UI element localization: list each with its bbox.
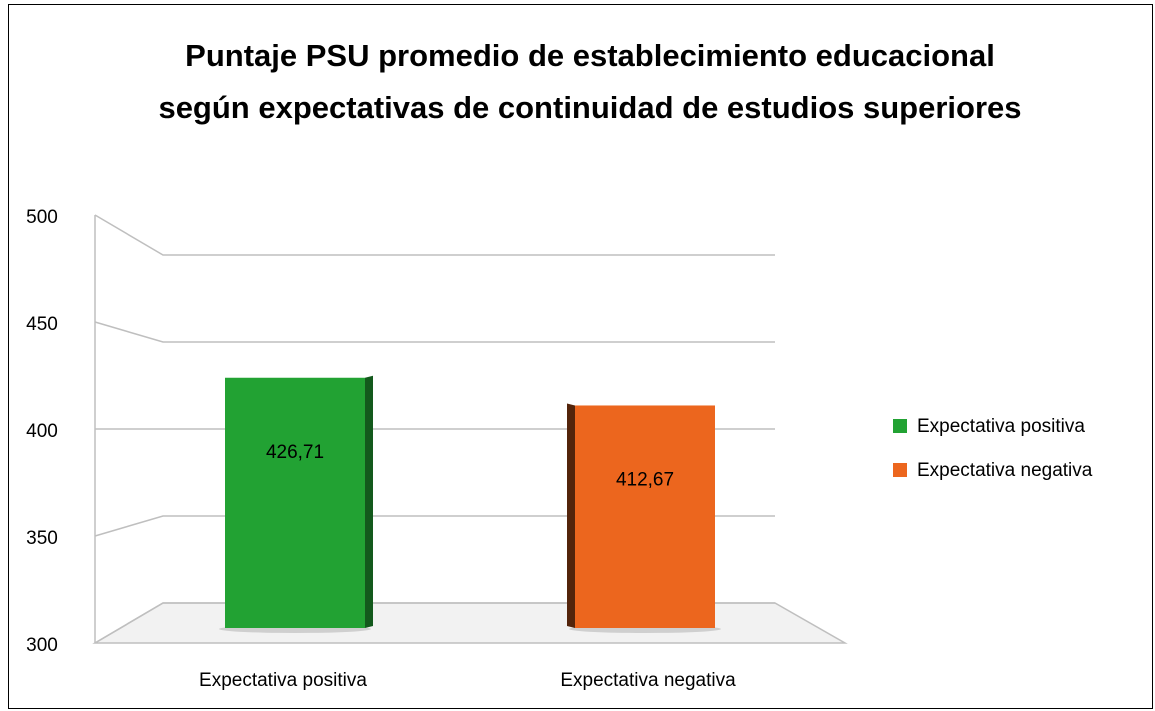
y-tick-label: 400 bbox=[26, 421, 58, 442]
chart-frame bbox=[8, 4, 1153, 709]
floor bbox=[92, 602, 848, 644]
y-tick-label: 300 bbox=[26, 635, 58, 656]
bar-side bbox=[365, 375, 373, 628]
chart-title: Puntaje PSU promedio de establecimiento … bbox=[158, 38, 1022, 125]
data-label: 426,71 bbox=[266, 442, 324, 463]
legend-swatch bbox=[893, 463, 907, 477]
y-tick-label: 500 bbox=[26, 207, 58, 228]
x-tick-label: Expectativa negativa bbox=[560, 670, 736, 691]
bar bbox=[575, 405, 715, 628]
y-tick-label: 350 bbox=[26, 528, 58, 549]
y-tick-label: 450 bbox=[26, 314, 58, 335]
legend-label: Expectativa negativa bbox=[917, 460, 1093, 481]
grid-line bbox=[94, 214, 775, 256]
bar bbox=[225, 377, 365, 628]
legend-swatch bbox=[893, 419, 907, 433]
grid-line bbox=[94, 321, 775, 343]
bar-side bbox=[567, 403, 575, 628]
x-tick-label: Expectativa positiva bbox=[199, 670, 367, 691]
data-label: 412,67 bbox=[616, 469, 674, 490]
legend-label: Expectativa positiva bbox=[917, 416, 1085, 437]
